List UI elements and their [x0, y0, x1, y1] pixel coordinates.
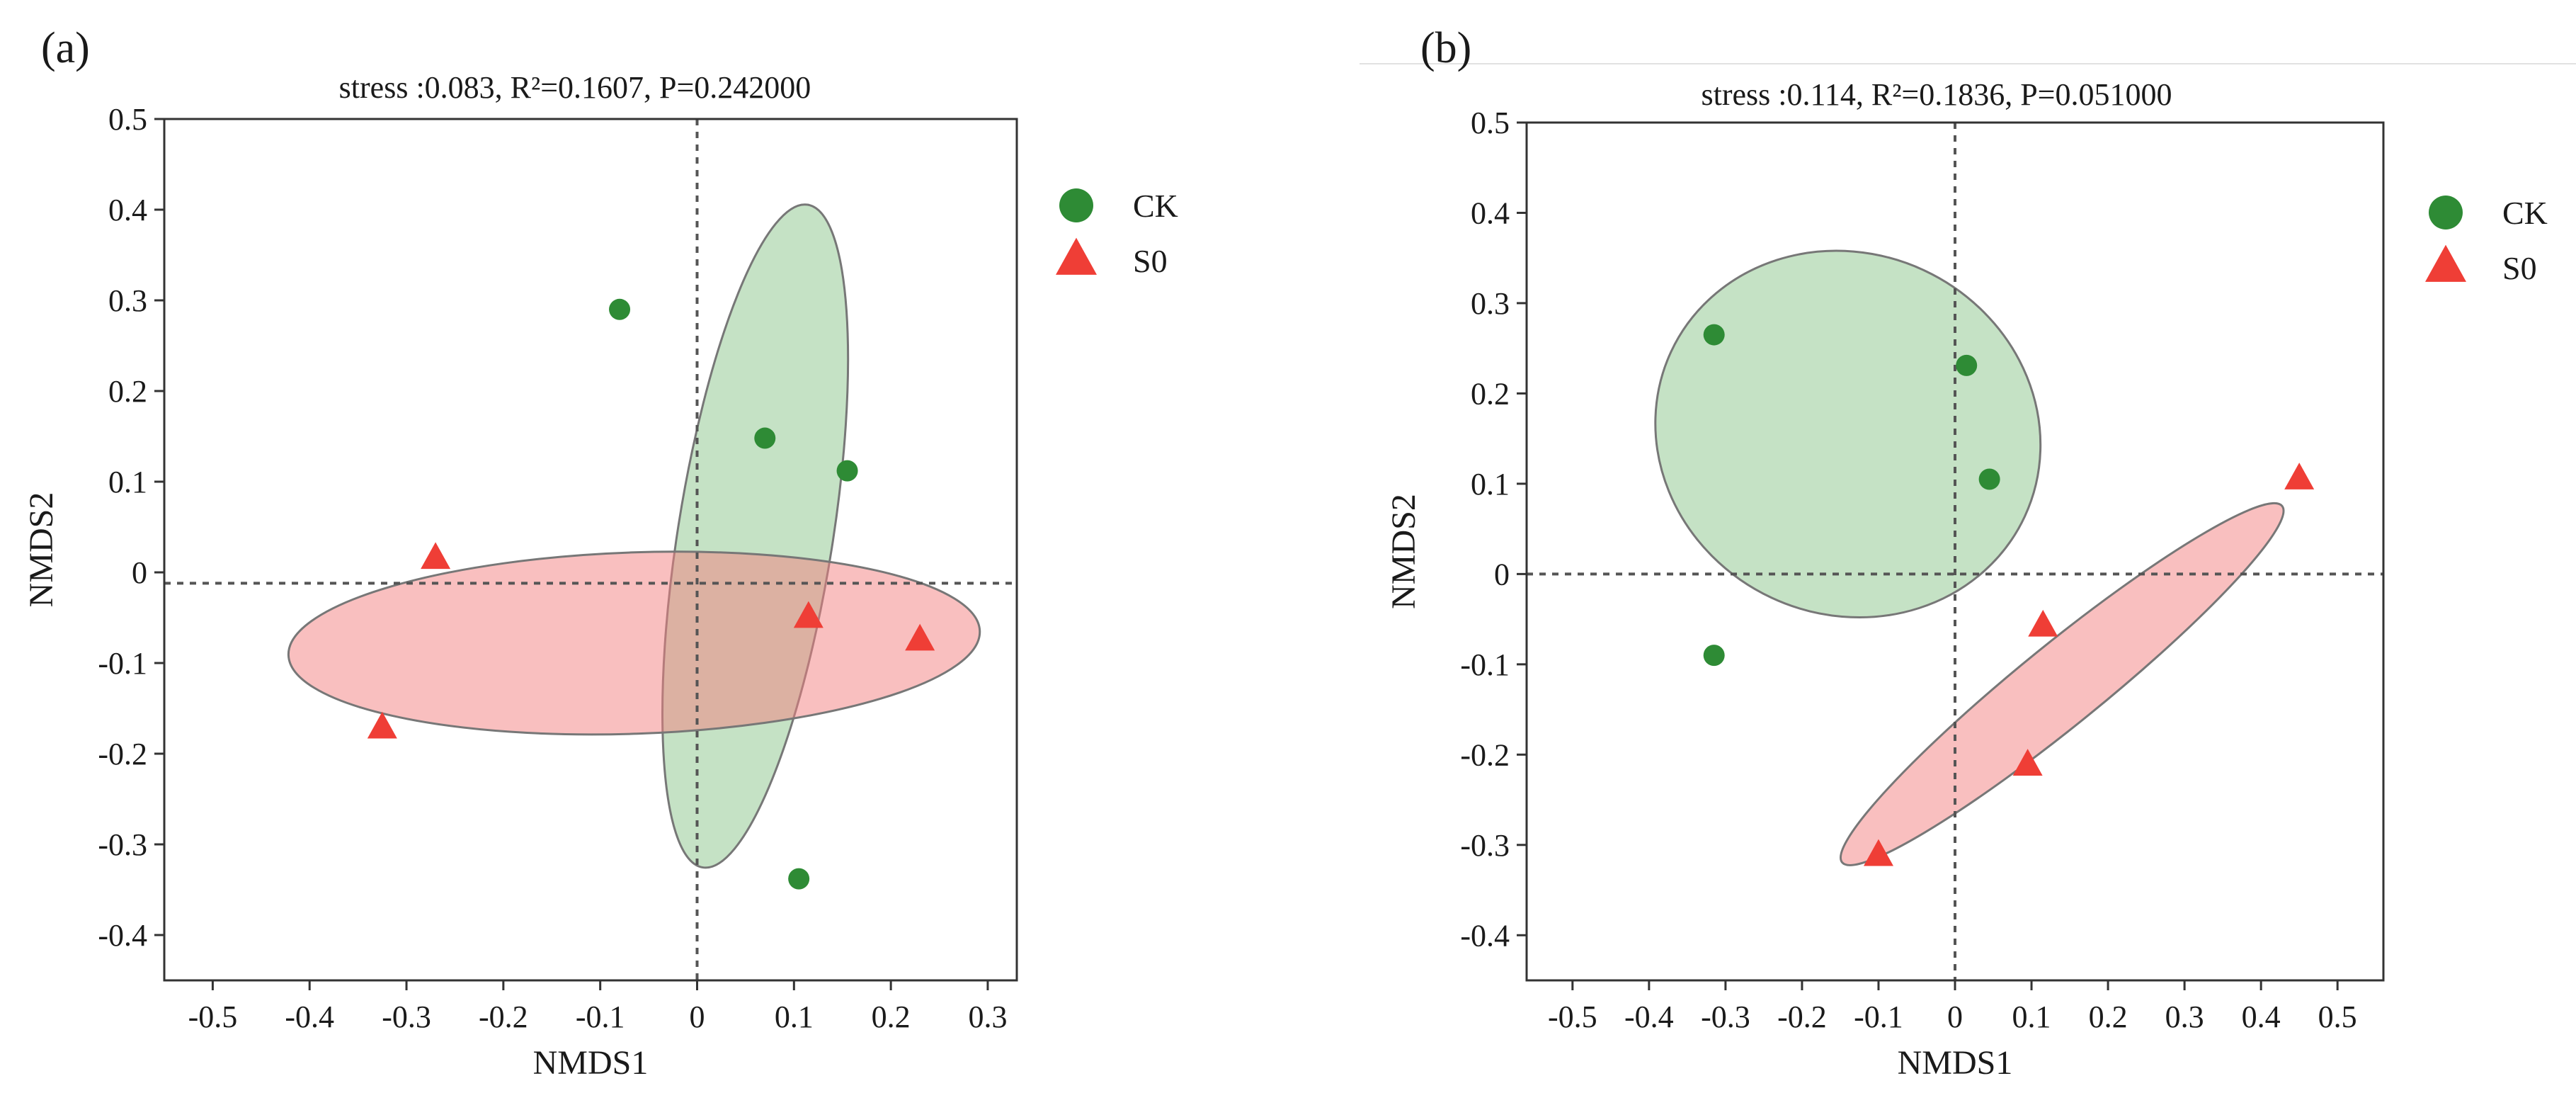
panel-b-point-ck-4 — [1703, 645, 1725, 667]
panel-a-x-ticks: -0.5 -0.4 -0.3 -0.2 -0.1 0 0.1 0.2 0.3 — [188, 980, 1007, 1034]
panel-a-y-tick-label: -0.2 — [98, 737, 147, 771]
panel-b-y-tick-label: -0.4 — [1460, 918, 1510, 953]
panel-b-x-tick-label: 0.4 — [2242, 999, 2281, 1034]
panel-a-x-tick-label: 0.1 — [775, 999, 814, 1034]
panel-a-x-tick-label: -0.5 — [188, 999, 238, 1034]
panel-a-point-s0-3 — [793, 601, 823, 628]
panel-a-y-tick-label: 0.1 — [108, 465, 147, 499]
panel-a-point-ck-3 — [836, 460, 858, 482]
panel-b-y-tick-label: -0.3 — [1460, 828, 1510, 863]
panel-a-legend: CK S0 — [1056, 188, 1178, 279]
panel-b-ellipse-ck — [1654, 249, 2042, 619]
panel-b-point-s0-2 — [2028, 609, 2058, 637]
panel-b: (b) stress :0.114, R²=0.1836, P=0.051000… — [1385, 24, 2548, 1082]
panel-b-x-ticks: -0.5 -0.4 -0.3 -0.2 -0.1 0 0.1 0.2 0.3 0.4 0.5 — [1548, 980, 2357, 1034]
panel-a-x-tick-label: -0.1 — [576, 999, 625, 1034]
panel-a-ellipse-ck — [661, 203, 850, 869]
panel-b-x-tick-label: 0.3 — [2165, 999, 2204, 1034]
panel-b-y-tick-label: 0.1 — [1471, 467, 1510, 502]
panel-b-legend-s0-label: S0 — [2502, 250, 2537, 286]
panel-a-y-tick-label: 0.2 — [108, 374, 147, 409]
panel-a-point-ck-4 — [788, 868, 810, 890]
panel-b-legend-ck-marker — [2429, 196, 2463, 230]
panel-b-x-tick-label: -0.2 — [1777, 999, 1827, 1034]
panel-b-x-tick-label: 0 — [1947, 999, 1963, 1034]
panel-a-y-tick-label: 0.4 — [108, 193, 147, 227]
panel-a-plot-frame — [163, 118, 1018, 982]
panel-a-legend-s0-label: S0 — [1133, 243, 1168, 279]
panel-b-subtitle: stress :0.114, R²=0.1836, P=0.051000 — [1701, 77, 2172, 112]
panel-a-y-ticks: 0.5 0.4 0.3 0.2 0.1 0 -0.1 -0.2 -0.3 -0.4 — [98, 102, 164, 953]
panel-a-reference-lines — [164, 119, 1017, 980]
panel-b-point-s0-4 — [1863, 839, 1893, 866]
panel-b-y-tick-label: 0.4 — [1471, 196, 1510, 230]
panel-b-x-tick-label: -0.5 — [1548, 999, 1597, 1034]
panel-a-legend-s0-marker — [1056, 237, 1097, 275]
panel-a-y-tick-label: 0 — [132, 555, 147, 590]
panel-b-ellipse-s0 — [1840, 502, 2285, 866]
panel-b-point-ck-1 — [1703, 324, 1725, 346]
panel-b-legend-s0-marker — [2425, 244, 2466, 282]
panel-b-legend: CK S0 — [2425, 195, 2548, 286]
panel-b-y-tick-label: 0.5 — [1471, 106, 1510, 140]
panel-b-y-tick-label: -0.1 — [1460, 647, 1510, 682]
panel-b-y-axis-label: NMDS2 — [1385, 494, 1423, 609]
panel-a-ellipses — [287, 203, 981, 869]
panel-b-reference-lines — [1527, 123, 2383, 980]
panel-b-y-tick-label: 0 — [1494, 557, 1510, 591]
panel-b-y-tick-label: 0.3 — [1471, 286, 1510, 321]
panel-a-subtitle: stress :0.083, R²=0.1607, P=0.242000 — [339, 70, 811, 105]
panel-b-y-tick-label: -0.2 — [1460, 737, 1510, 772]
panel-a-x-tick-label: 0.2 — [872, 999, 911, 1034]
panel-a-legend-ck-label: CK — [1133, 188, 1178, 224]
panel-b-x-axis-label: NMDS1 — [1898, 1044, 2013, 1082]
panel-a-point-s0-1 — [421, 542, 451, 570]
panel-b-legend-ck-label: CK — [2502, 195, 2548, 231]
panel-a-ellipse-s0 — [287, 550, 981, 736]
panel-a-y-tick-label: -0.3 — [98, 827, 147, 862]
panel-a-point-ck-2 — [754, 427, 776, 449]
panel-b-point-ck-2 — [1956, 354, 1978, 376]
panel-b-label: (b) — [1420, 24, 1471, 72]
panel-b-points — [1703, 324, 2315, 866]
panel-a-x-tick-label: 0 — [690, 999, 705, 1034]
panel-a-y-tick-label: 0.5 — [108, 102, 147, 137]
panel-a-x-tick-label: 0.3 — [968, 999, 1007, 1034]
panel-a-point-s0-4 — [905, 623, 935, 651]
panel-a-legend-ck-marker — [1059, 188, 1093, 222]
panel-a-point-ck-1 — [609, 298, 631, 320]
panel-a-y-tick-label: 0.3 — [108, 283, 147, 318]
panel-b-x-tick-label: 0.2 — [2089, 999, 2128, 1034]
panel-a-x-axis-label: NMDS1 — [533, 1044, 649, 1082]
panel-a-points — [367, 298, 935, 890]
panel-b-point-ck-3 — [1978, 468, 2000, 490]
panel-a-x-tick-label: -0.2 — [479, 999, 528, 1034]
panel-a-x-tick-label: -0.3 — [382, 999, 431, 1034]
panel-b-y-tick-label: 0.2 — [1471, 376, 1510, 411]
panel-b-ellipses — [1654, 249, 2285, 866]
panel-b-y-ticks: 0.5 0.4 0.3 0.2 0.1 0 -0.1 -0.2 -0.3 -0.4 — [1460, 106, 1527, 953]
panel-b-x-tick-label: -0.4 — [1624, 999, 1674, 1034]
panel-a-y-tick-label: -0.4 — [98, 918, 147, 953]
panel-a-point-s0-2 — [367, 711, 397, 739]
panel-a-label: (a) — [41, 24, 90, 72]
panel-a-y-tick-label: -0.1 — [98, 646, 147, 681]
panel-b-point-s0-1 — [2284, 463, 2315, 489]
panel-a-y-axis-label: NMDS2 — [23, 492, 60, 608]
panel-a-x-tick-label: -0.4 — [285, 999, 334, 1034]
panel-b-x-tick-label: -0.3 — [1701, 999, 1750, 1034]
panel-b-x-tick-label: 0.1 — [2012, 999, 2051, 1034]
panel-b-x-tick-label: -0.1 — [1854, 999, 1903, 1034]
panel-b-x-tick-label: 0.5 — [2318, 999, 2357, 1034]
panel-b-point-s0-3 — [2012, 749, 2043, 776]
panel-a: (a) stress :0.083, R²=0.1607, P=0.242000… — [23, 24, 1178, 1082]
